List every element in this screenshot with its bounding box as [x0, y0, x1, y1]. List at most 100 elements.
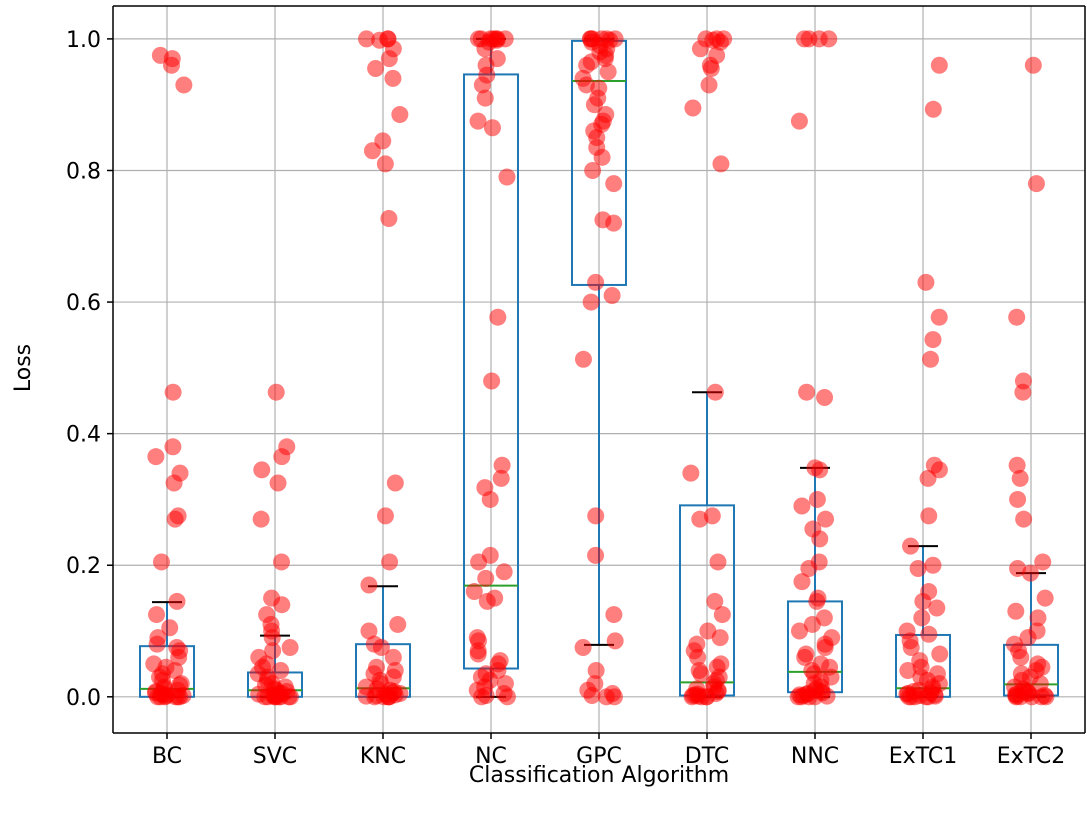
x-tick-label: ExTC1: [889, 744, 957, 769]
data-point-KNC: [380, 210, 398, 228]
data-point-NC: [483, 119, 501, 137]
data-point-GPC: [585, 96, 603, 114]
data-point-NC: [481, 490, 499, 508]
data-point-NNC: [816, 638, 834, 656]
data-point-KNC: [371, 31, 389, 49]
data-point-KNC: [360, 622, 378, 640]
data-point-SVC: [270, 688, 288, 706]
data-point-ExTC1: [920, 625, 938, 643]
data-point-BC: [164, 438, 182, 456]
data-point-KNC: [384, 668, 402, 686]
data-point-BC: [151, 688, 169, 706]
data-point-NC: [476, 40, 494, 58]
data-point-ExTC2: [1008, 308, 1026, 326]
data-point-KNC: [360, 576, 378, 594]
x-axis-label: Classification Algorithm: [469, 763, 729, 788]
data-point-BC: [147, 448, 165, 466]
data-point-NNC: [790, 112, 808, 130]
data-point-NNC: [803, 615, 821, 633]
axes: 0.0 0.2 0.4 0.6 0.8 1.0 BC SVC KNC NC GPC DTC NNC ExT…: [66, 5, 1086, 769]
data-point-NC: [470, 553, 488, 571]
data-point-ExTC2: [1014, 383, 1032, 401]
data-point-BC: [148, 635, 166, 653]
data-point-GPC: [584, 161, 602, 179]
data-point-BC: [148, 606, 166, 624]
y-tick-label: 0.6: [66, 291, 101, 316]
data-point-NNC: [798, 383, 816, 401]
data-point-ExTC1: [919, 469, 937, 487]
data-point-ExTC2: [1032, 688, 1050, 706]
data-point-DTC: [691, 40, 709, 58]
data-point-SVC: [281, 638, 299, 656]
data-point-GPC: [578, 56, 596, 74]
data-point-NC: [498, 168, 516, 186]
data-point-NC: [465, 583, 483, 601]
data-point-ExTC1: [924, 556, 942, 574]
data-point-ExTC2: [1015, 510, 1033, 528]
x-tick-label: NNC: [791, 744, 839, 769]
data-point-ExTC1: [924, 100, 942, 118]
data-point-BC: [166, 510, 184, 528]
data-point-GPC: [597, 688, 615, 706]
data-point-SVC: [269, 474, 287, 492]
data-point-NC: [478, 592, 496, 610]
data-point-BC: [161, 619, 179, 637]
data-point-DTC: [709, 553, 727, 571]
data-point-NC: [495, 563, 513, 581]
x-tick-label: BC: [152, 744, 182, 769]
x-tick-label: GPC: [576, 744, 622, 769]
data-point-NNC: [793, 497, 811, 515]
data-point-SVC: [253, 461, 271, 479]
data-point-KNC: [363, 142, 381, 160]
data-point-DTC: [684, 99, 702, 117]
data-point-ExTC1: [909, 560, 927, 578]
data-point-ExTC1: [924, 331, 942, 349]
data-point-DTC: [683, 688, 701, 706]
data-point-GPC: [605, 175, 623, 193]
y-tick-label: 0.8: [66, 159, 101, 184]
data-point-NNC: [808, 490, 826, 508]
data-point-GPC: [606, 632, 624, 650]
data-point-DTC: [711, 33, 729, 51]
data-point-NNC: [790, 622, 808, 640]
data-point-BC: [170, 648, 188, 666]
data-point-DTC: [682, 464, 700, 482]
data-point-ExTC1: [930, 56, 948, 74]
data-point-BC: [175, 76, 193, 94]
data-point-DTC: [706, 592, 724, 610]
data-point-NNC: [811, 530, 829, 548]
data-point-ExTC1: [899, 661, 917, 679]
x-tick-label: NC: [475, 744, 507, 769]
data-point-DTC: [706, 383, 724, 401]
data-point-KNC: [384, 69, 402, 87]
data-point-ExTC1: [917, 688, 935, 706]
data-point-ExTC1: [914, 592, 932, 610]
data-point-ExTC1: [922, 350, 940, 368]
y-tick-label: 0.4: [66, 423, 101, 448]
data-point-SVC: [263, 629, 281, 647]
data-point-ExTC1: [902, 638, 920, 656]
data-point-ExTC2: [1029, 609, 1047, 627]
data-point-GPC: [594, 211, 612, 229]
data-point-GPC: [574, 350, 592, 368]
data-point-DTC: [713, 606, 731, 624]
x-tick-label: KNC: [360, 744, 406, 769]
data-point-KNC: [391, 106, 409, 124]
data-point-NNC: [796, 648, 814, 666]
data-point-NC: [476, 89, 494, 107]
data-point-NC: [493, 456, 511, 474]
data-point-DTC: [700, 76, 718, 94]
data-point-KNC: [386, 474, 404, 492]
data-point-GPC: [587, 661, 605, 679]
data-point-KNC: [376, 155, 394, 173]
data-point-NNC: [795, 30, 813, 48]
data-point-SVC: [272, 553, 290, 571]
data-point-BC: [163, 56, 181, 74]
y-tick-label: 1.0: [66, 28, 101, 53]
data-point-ExTC1: [900, 688, 918, 706]
data-point-ExTC2: [1009, 560, 1027, 578]
data-point-BC: [164, 383, 182, 401]
data-point-BC: [152, 553, 170, 571]
data-point-GPC: [593, 148, 611, 166]
